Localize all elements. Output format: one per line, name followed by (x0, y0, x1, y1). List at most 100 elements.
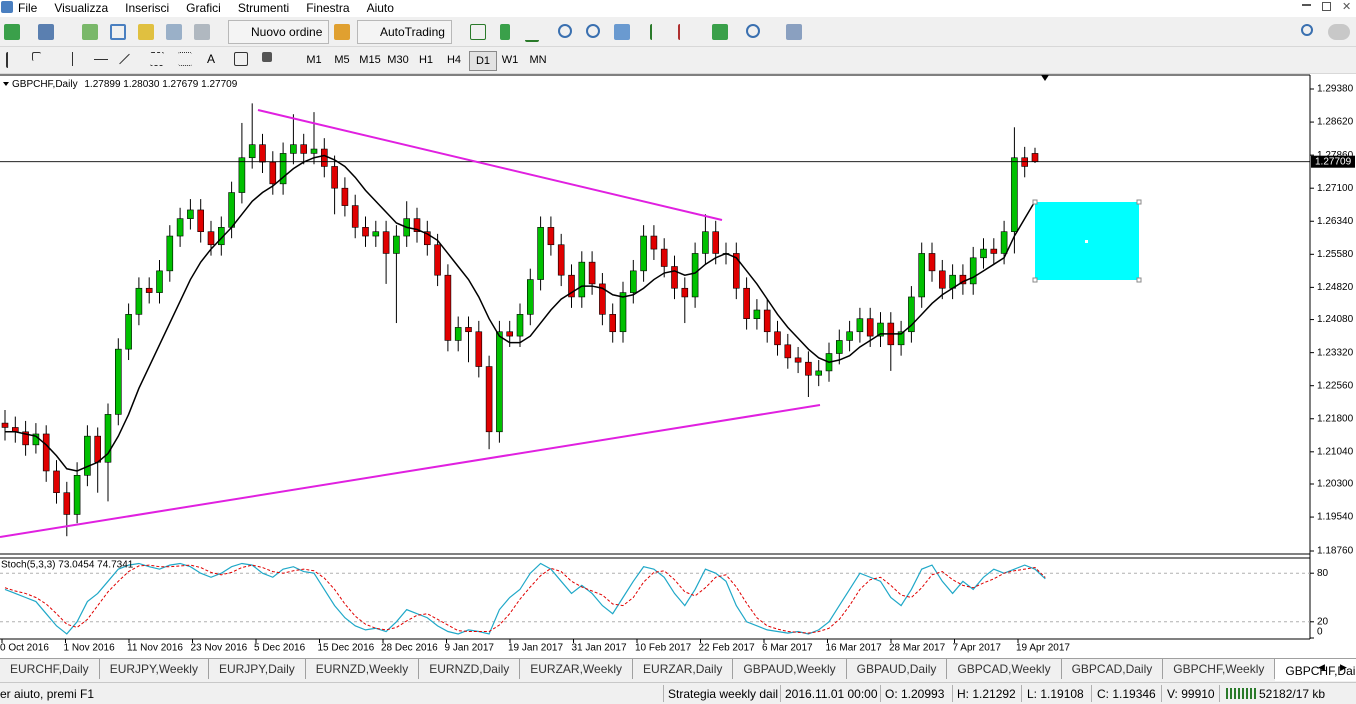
candle-chart-icon[interactable] (500, 24, 510, 40)
navigator-icon[interactable] (138, 24, 154, 40)
line-chart-icon[interactable] (525, 24, 539, 42)
data-window-icon[interactable] (110, 24, 126, 40)
timeframe-button[interactable]: M5 (334, 54, 350, 66)
chart-tab[interactable]: GBPCAD,Weekly (947, 659, 1062, 679)
indicators-icon[interactable] (712, 24, 728, 40)
trendline[interactable] (0, 404, 821, 538)
candle-body (310, 148, 318, 154)
x-tick-label: 28 Dec 2016 (381, 643, 438, 654)
candle-body (413, 218, 421, 232)
minimize-button[interactable] (1302, 4, 1311, 6)
menu-item[interactable]: Visualizza (54, 1, 109, 15)
terminal-icon[interactable] (166, 24, 182, 40)
chart-tab[interactable]: EURZAR,Weekly (520, 659, 634, 679)
new-chart-icon[interactable] (4, 24, 20, 40)
timeframe-button[interactable]: W1 (501, 54, 519, 66)
timeframe-button[interactable]: H4 (446, 54, 462, 66)
timeframe-button[interactable]: H1 (418, 54, 434, 66)
chart-shift-icon[interactable] (678, 24, 692, 40)
menu-item[interactable]: Finestra (306, 1, 350, 15)
zoom-out-icon[interactable] (586, 24, 600, 38)
chart-tab[interactable]: EURCHF,Daily (0, 659, 100, 679)
trendline[interactable] (257, 109, 723, 221)
cursor-tool[interactable] (6, 52, 16, 68)
status-separator (1219, 685, 1220, 702)
search-icon[interactable] (1301, 24, 1313, 36)
chart-tab[interactable]: GBPCAD,Daily (1062, 659, 1164, 679)
timeframe-button[interactable]: M30 (387, 54, 409, 66)
chart-tab[interactable]: GBPCHF,Daily (1275, 659, 1356, 681)
chart-tab[interactable]: GBPAUD,Daily (847, 659, 948, 679)
chart-tab[interactable]: EURJPY,Weekly (100, 659, 209, 679)
autoscroll-icon[interactable] (650, 24, 664, 40)
chart-tab[interactable]: EURZAR,Daily (633, 659, 734, 679)
app-icon (1, 1, 13, 13)
menu-item[interactable]: File (18, 1, 38, 15)
candle-body (856, 318, 864, 333)
x-tick-label: 16 Mar 2017 (826, 643, 883, 654)
tab-scroll-left[interactable]: ◀ (1318, 662, 1325, 672)
x-tick-label: 7 Apr 2017 (953, 643, 1002, 654)
profiles-icon[interactable] (38, 24, 54, 40)
status-traffic: 52182/17 kb (1259, 687, 1326, 701)
timeframe-button[interactable]: MN (529, 54, 547, 66)
candle-body (547, 227, 555, 246)
tile-icon[interactable] (614, 24, 630, 40)
candle-body (877, 322, 884, 337)
timeframe-button[interactable]: M15 (359, 54, 381, 66)
status-separator (952, 685, 953, 702)
menu-item[interactable]: Aiuto (366, 1, 394, 15)
timeframe-button[interactable]: M1 (306, 54, 322, 66)
candle-body (959, 274, 967, 285)
menu-item[interactable]: Inserisci (125, 1, 170, 15)
object-handle[interactable] (1136, 199, 1142, 205)
tab-scroll-right[interactable]: ▶ (1340, 662, 1347, 672)
candle-body (434, 244, 441, 276)
arrows-tool[interactable] (262, 52, 272, 62)
text-tool[interactable]: A (207, 52, 216, 66)
candle-body (341, 187, 349, 206)
chart-tab[interactable]: GBPCHF,Weekly (1163, 659, 1276, 679)
candle-body (1011, 157, 1018, 232)
object-handle[interactable] (1085, 240, 1088, 243)
market-watch-icon[interactable] (82, 24, 98, 40)
vertical-line-tool[interactable] (72, 52, 73, 66)
candle-body (248, 144, 256, 159)
candle-body (908, 296, 915, 333)
templates-icon[interactable] (786, 24, 802, 40)
object-handle[interactable] (1032, 199, 1038, 205)
periods-icon[interactable] (746, 24, 760, 38)
chart-tab[interactable]: EURNZD,Weekly (306, 659, 420, 679)
close-button[interactable]: ✕ (1342, 1, 1352, 13)
chart-tab[interactable]: EURNZD,Daily (419, 659, 521, 679)
chart-tab[interactable]: EURJPY,Daily (209, 659, 306, 679)
menu-item[interactable]: Strumenti (237, 1, 290, 15)
tester-icon[interactable] (194, 24, 210, 40)
crosshair-tool[interactable] (32, 52, 41, 61)
restore-button[interactable] (1322, 2, 1331, 11)
candle-body (712, 231, 720, 254)
menu-item[interactable]: Grafici (186, 1, 221, 15)
autotrading-button[interactable]: AutoTrading (357, 20, 452, 44)
meta-editor-icon[interactable] (334, 24, 350, 40)
indicator-label: Stoch(5,3,3) 73.0454 74.7341 (1, 560, 134, 571)
chat-icon[interactable] (1328, 24, 1350, 40)
label-tool[interactable] (234, 52, 248, 66)
y-tick-label: 1.20300 (1317, 479, 1354, 490)
y-tick-label: 1.27100 (1317, 183, 1354, 194)
status-help: er aiuto, premi F1 (0, 687, 95, 701)
y-tick-label: 20 (1317, 616, 1329, 627)
object-handle[interactable] (1032, 277, 1038, 283)
channel-tool[interactable] (150, 52, 164, 66)
bar-chart-icon[interactable] (470, 24, 486, 40)
candle-body (228, 192, 235, 228)
status-volume: V: 99910 (1167, 687, 1215, 701)
trendline-tool[interactable] (119, 53, 130, 65)
horizontal-line-tool[interactable] (94, 59, 108, 60)
new-order-button[interactable]: Nuovo ordine (228, 20, 330, 44)
timeframe-button[interactable]: D1 (469, 51, 497, 71)
zoom-in-icon[interactable] (558, 24, 572, 38)
object-handle[interactable] (1136, 277, 1142, 283)
chart-tab[interactable]: GBPAUD,Weekly (733, 659, 847, 679)
fibonacci-tool[interactable] (178, 52, 192, 66)
